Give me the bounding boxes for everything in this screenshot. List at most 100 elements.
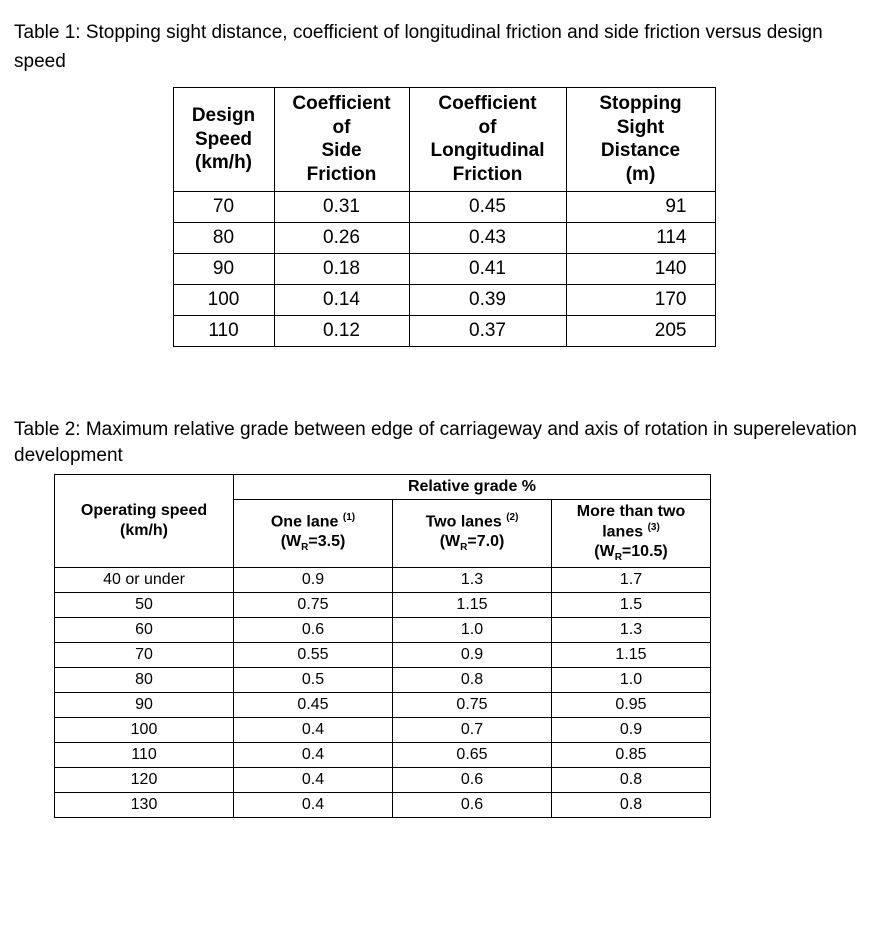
- superscript: (3): [648, 522, 660, 533]
- text: Side: [321, 140, 361, 161]
- text: (W: [281, 533, 301, 550]
- table-cell: 110: [55, 743, 234, 768]
- table-cell: 91: [566, 191, 715, 222]
- table-cell: 0.4: [234, 718, 393, 743]
- text: lanes: [602, 523, 647, 540]
- table-cell: 0.9: [393, 643, 552, 668]
- table-cell: 0.5: [234, 668, 393, 693]
- table-cell: 70: [55, 643, 234, 668]
- table-cell: 0.14: [274, 284, 409, 315]
- table2-wrapper: Operating speed (km/h) Relative grade % …: [14, 474, 874, 818]
- table-row: 700.550.91.15: [55, 643, 711, 668]
- table-cell: 0.55: [234, 643, 393, 668]
- table-cell: 0.45: [234, 693, 393, 718]
- table-cell: 0.4: [234, 793, 393, 818]
- table-row: 40 or under0.91.31.7: [55, 568, 711, 593]
- table2-body: 40 or under0.91.31.7500.751.151.5600.61.…: [55, 568, 711, 818]
- table-cell: 0.43: [409, 222, 566, 253]
- table2-header-two-lanes: Two lanes (2) (WR=7.0): [393, 500, 552, 568]
- table1-body: 700.310.4591800.260.43114900.180.4114010…: [173, 191, 715, 346]
- text: (W: [594, 543, 614, 560]
- table-cell: 1.0: [552, 668, 711, 693]
- table1-caption: Table 1: Stopping sight distance, coeffi…: [14, 18, 874, 77]
- table-cell: 0.75: [393, 693, 552, 718]
- table-row: 600.61.01.3: [55, 618, 711, 643]
- table-cell: 90: [55, 693, 234, 718]
- table-cell: 0.12: [274, 315, 409, 346]
- table-cell: 40 or under: [55, 568, 234, 593]
- table-cell: 0.95: [552, 693, 711, 718]
- table-cell: 120: [55, 768, 234, 793]
- text: More than two: [577, 503, 685, 520]
- table-cell: 1.3: [393, 568, 552, 593]
- table-cell: 1.5: [552, 593, 711, 618]
- table-cell: 50: [55, 593, 234, 618]
- table-cell: 0.7: [393, 718, 552, 743]
- text: Friction: [307, 164, 377, 185]
- text: =7.0): [467, 533, 504, 550]
- table-cell: 0.26: [274, 222, 409, 253]
- page: Table 1: Stopping sight distance, coeffi…: [0, 0, 884, 952]
- table-cell: 1.15: [552, 643, 711, 668]
- table-cell: 140: [566, 253, 715, 284]
- table-cell: 0.75: [234, 593, 393, 618]
- table-row: 800.50.81.0: [55, 668, 711, 693]
- table-cell: 0.8: [552, 768, 711, 793]
- table-cell: 80: [173, 222, 274, 253]
- text: (m): [626, 164, 656, 185]
- table-cell: 0.6: [393, 768, 552, 793]
- superscript: (2): [506, 512, 518, 523]
- text: Longitudinal: [431, 140, 545, 161]
- table-cell: 0.65: [393, 743, 552, 768]
- text: Stopping: [599, 93, 681, 114]
- table-cell: 0.8: [552, 793, 711, 818]
- table-cell: 205: [566, 315, 715, 346]
- table-row: 1100.40.650.85: [55, 743, 711, 768]
- table-row: 900.180.41140: [173, 253, 715, 284]
- text: Design: [192, 105, 255, 126]
- table-row: 700.310.4591: [173, 191, 715, 222]
- table2-header-relgrade: Relative grade %: [234, 475, 711, 500]
- table-row: 900.450.750.95: [55, 693, 711, 718]
- text: =10.5): [622, 543, 668, 560]
- table-cell: 0.41: [409, 253, 566, 284]
- table-cell: 0.31: [274, 191, 409, 222]
- table-cell: 0.18: [274, 253, 409, 284]
- table2-header-more-lanes: More than two lanes (3) (WR=10.5): [552, 500, 711, 568]
- table-cell: 100: [55, 718, 234, 743]
- table-cell: 1.7: [552, 568, 711, 593]
- table1-header-ssd: Stopping Sight Distance (m): [566, 87, 715, 191]
- table1-header-coef-side: Coefficient of Side Friction: [274, 87, 409, 191]
- table-cell: 0.6: [393, 793, 552, 818]
- table-cell: 0.39: [409, 284, 566, 315]
- table-row: 1300.40.60.8: [55, 793, 711, 818]
- text: Distance: [601, 140, 680, 161]
- table-row: 800.260.43114: [173, 222, 715, 253]
- table-row: 1000.40.70.9: [55, 718, 711, 743]
- text: Operating speed: [81, 502, 207, 519]
- table-cell: 0.85: [552, 743, 711, 768]
- text: Two lanes: [426, 513, 507, 530]
- table1-header-coef-long: Coefficient of Longitudinal Friction: [409, 87, 566, 191]
- table-cell: 110: [173, 315, 274, 346]
- table-cell: 1.3: [552, 618, 711, 643]
- table-row: 1200.40.60.8: [55, 768, 711, 793]
- table1: Design Speed (km/h) Coefficient of Side …: [173, 87, 716, 347]
- text: Coefficient: [292, 93, 390, 114]
- text: (km/h): [195, 152, 252, 173]
- table-cell: 0.9: [552, 718, 711, 743]
- table-row: 1000.140.39170: [173, 284, 715, 315]
- table-cell: 0.45: [409, 191, 566, 222]
- table-cell: 0.4: [234, 743, 393, 768]
- table-cell: 80: [55, 668, 234, 693]
- table-row: 1100.120.37205: [173, 315, 715, 346]
- superscript: (1): [343, 512, 355, 523]
- table-cell: 0.9: [234, 568, 393, 593]
- text: Friction: [453, 164, 523, 185]
- table2-header-op-speed: Operating speed (km/h): [55, 475, 234, 568]
- table-cell: 100: [173, 284, 274, 315]
- text: One lane: [271, 513, 343, 530]
- table-cell: 0.6: [234, 618, 393, 643]
- table-cell: 1.15: [393, 593, 552, 618]
- table1-header-design-speed: Design Speed (km/h): [173, 87, 274, 191]
